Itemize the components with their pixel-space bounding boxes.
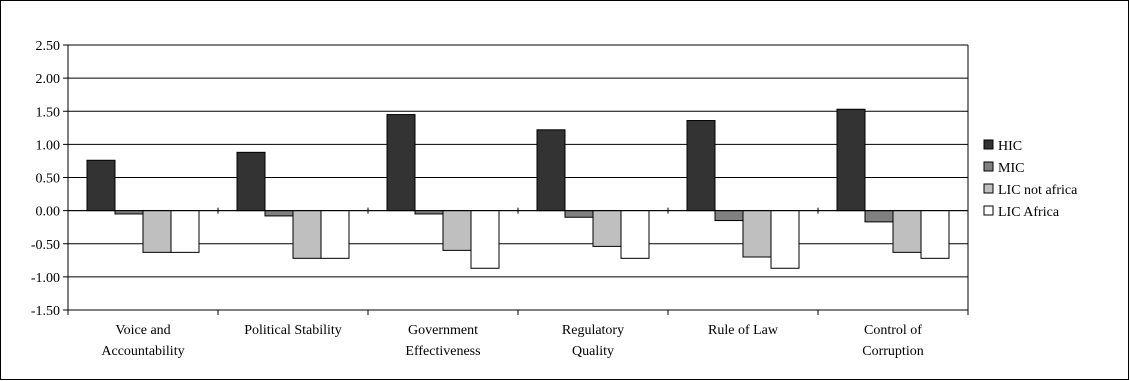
axes: 2.50 2.00 1.50 1.00 0.50 0.00 -0.50 -1.00 -1.50 V…	[31, 39, 969, 359]
bar	[264, 210, 294, 217]
y-tick-label: -1.50	[31, 304, 60, 319]
x-category-label: Quality	[572, 344, 614, 359]
bar	[170, 210, 200, 253]
bar	[536, 129, 566, 212]
bars	[86, 108, 950, 269]
x-category-label: Control of	[864, 323, 922, 338]
x-category-label: Effectiveness	[405, 344, 480, 359]
bar	[236, 151, 266, 212]
x-category-label: Corruption	[862, 344, 923, 359]
legend-swatch	[983, 161, 994, 172]
bar	[442, 210, 472, 251]
bar	[292, 210, 322, 259]
y-tick-label: -0.50	[31, 238, 60, 253]
legend-swatch	[983, 205, 994, 216]
y-tick-label: -1.00	[31, 271, 60, 286]
legend-label: LIC not africa	[998, 183, 1078, 198]
bar	[564, 210, 594, 218]
legend-swatch	[983, 183, 994, 194]
bar	[620, 210, 650, 259]
x-category-label: Political Stability	[244, 323, 342, 338]
bar	[320, 210, 350, 259]
bar	[742, 210, 772, 258]
legend: HIC MIC LIC not africa LIC Africa	[983, 139, 1078, 220]
bar	[142, 210, 172, 253]
bar	[86, 159, 116, 212]
legend-swatch	[983, 139, 994, 150]
bar	[386, 114, 416, 212]
x-category-label: Voice and	[115, 323, 170, 338]
y-tick-label: 0.50	[36, 172, 61, 187]
y-tick-label: 0.00	[36, 205, 61, 220]
bar	[714, 210, 744, 222]
bar	[686, 120, 716, 212]
x-category-label: Regulatory	[562, 323, 624, 338]
x-category-label: Accountability	[101, 344, 184, 359]
legend-label: MIC	[998, 161, 1024, 176]
legend-label: LIC Africa	[998, 205, 1060, 220]
bar	[892, 210, 922, 253]
y-tick-label: 1.00	[36, 138, 61, 153]
y-tick-label: 1.50	[36, 105, 61, 120]
legend-label: HIC	[998, 139, 1022, 154]
bar	[920, 210, 950, 259]
bar	[592, 210, 622, 247]
gridlines	[68, 44, 969, 311]
x-category-label: Government	[408, 323, 478, 338]
x-category-label: Rule of Law	[708, 323, 779, 338]
y-tick-label: 2.50	[36, 39, 61, 54]
bar	[864, 210, 894, 223]
bar	[836, 108, 866, 212]
bar	[470, 210, 500, 269]
bar	[770, 210, 800, 269]
y-tick-label: 2.00	[36, 72, 61, 87]
